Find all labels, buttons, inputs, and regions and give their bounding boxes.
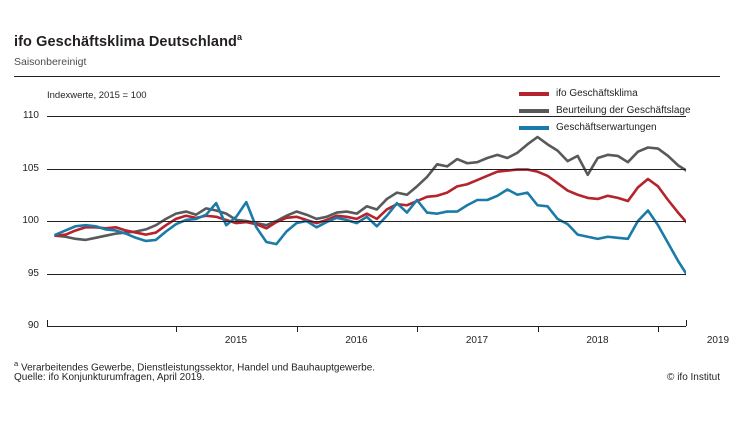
- legend-swatch-blue: [519, 126, 549, 130]
- x-tick-2019: [658, 326, 659, 332]
- footnote-text: Verarbeitendes Gewerbe, Dienstleistungss…: [18, 362, 376, 374]
- x-tick-label-2018: 2018: [586, 335, 609, 346]
- x-tick-label-2016: 2016: [345, 335, 368, 346]
- y-axis-labels: 90 95 100 105 110: [13, 111, 39, 331]
- title-footnote-marker: a: [236, 32, 243, 42]
- series-line-gesch-ftserwartungen: [54, 188, 686, 276]
- x-axis-line: [47, 326, 686, 327]
- y-tick-label-100: 100: [22, 215, 39, 226]
- footnote: a Verarbeitendes Gewerbe, Dienstleistung…: [14, 356, 375, 375]
- legend-swatch-gray: [519, 109, 549, 113]
- gridline-105: [47, 168, 686, 170]
- x-tick-2016: [296, 326, 298, 332]
- source-line: Quelle: ifo Konjunkturumfragen, April 20…: [14, 372, 205, 383]
- y-tick-label-90: 90: [27, 320, 39, 331]
- x-tick-label-2017: 2017: [465, 335, 489, 346]
- legend-item-geschaeftslage: Beurteilung der Geschäftslage: [519, 104, 691, 118]
- x-tick-label-2015: 2015: [224, 335, 248, 346]
- x-tick-2018: [537, 326, 539, 332]
- legend-label-geschaeftslage: Beurteilung der Geschäftslage: [556, 105, 691, 116]
- x-axis-left-cap: [47, 320, 48, 326]
- footnote-marker: a: [14, 359, 19, 368]
- axis-note: Indexwerte, 2015 = 100: [47, 90, 147, 101]
- plot-area: [47, 116, 686, 327]
- y-tick-label-105: 105: [22, 162, 39, 174]
- legend-item-geschaeftsklima: ifo Geschäftsklima: [519, 87, 691, 101]
- legend-label-geschaeftsklima: ifo Geschäftsklima: [556, 88, 638, 99]
- gridline-100: [47, 221, 686, 222]
- x-tick-label-2019: 2019: [706, 335, 730, 346]
- header-divider: [14, 76, 720, 77]
- chart-legend: ifo Geschäftsklima Beurteilung der Gesch…: [519, 87, 691, 135]
- series-line-beurteilung-der-gesch-ftslage: [54, 135, 686, 242]
- page-subtitle: Saisonbereinigt: [14, 56, 87, 68]
- x-axis-right-cap: [686, 320, 687, 326]
- y-tick-label-95: 95: [27, 267, 39, 279]
- legend-label-geschaeftserwartungen: Geschäftserwartungen: [556, 122, 657, 133]
- x-tick-2017: [417, 326, 418, 332]
- gridline-110: [47, 116, 686, 117]
- copyright-line: © ifo Institut: [667, 372, 720, 383]
- series-line-ifo-gesch-ftsklima: [54, 168, 686, 237]
- legend-swatch-red: [519, 92, 549, 96]
- page-title-text: ifo Geschäftsklima Deutschland: [14, 33, 237, 50]
- y-tick-label-110: 110: [23, 110, 39, 121]
- gridline-95: [47, 273, 686, 275]
- page-title: ifo Geschäftsklima Deutschlanda: [14, 32, 242, 50]
- legend-item-geschaeftserwartungen: Geschäftserwartungen: [519, 121, 691, 135]
- x-tick-2015: [176, 326, 177, 332]
